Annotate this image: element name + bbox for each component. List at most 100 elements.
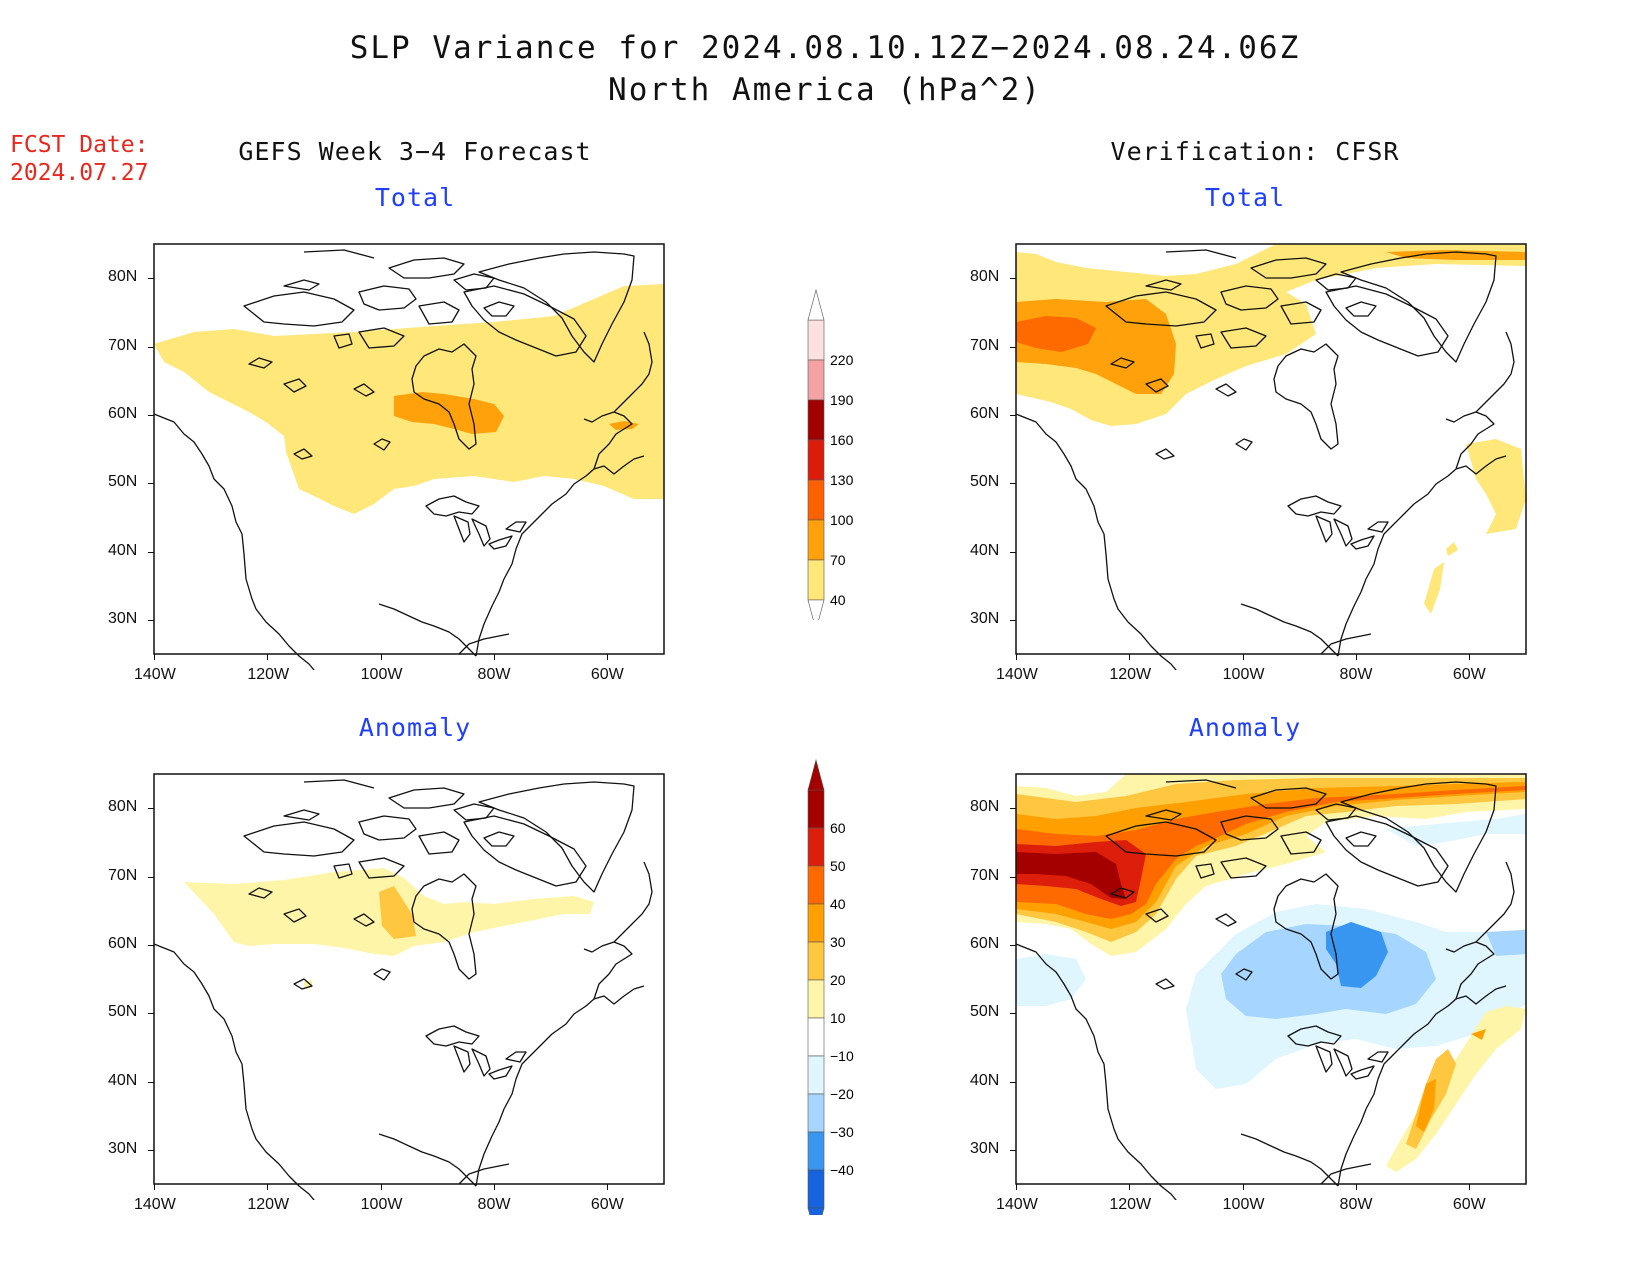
lon-tick-label: 140W	[996, 1196, 1038, 1213]
forecast-anomaly-map	[153, 773, 665, 1200]
colorbar-anomaly: 60 50 40 30 20 10 −10 −20 −30 −40	[807, 758, 854, 1215]
fcst-label: FCST Date:	[10, 132, 149, 158]
forecast-total-map	[153, 243, 665, 670]
colorbar-anomaly-label: 40	[830, 896, 846, 912]
lat-tick-label: 40N	[970, 541, 1000, 559]
colorbar-swatch	[807, 865, 825, 905]
main-subtitle: North America (hPa^2)	[608, 72, 1042, 108]
lon-tick-label: 120W	[247, 1196, 290, 1213]
lat-tick-mark	[1010, 1081, 1016, 1083]
colorbar-total-label: 220	[830, 352, 854, 368]
colorbar-swatch	[807, 439, 825, 481]
verif-total-title: Total	[1204, 183, 1286, 212]
colorbar-swatch	[807, 1017, 825, 1057]
lon-tick-label: 100W	[360, 1196, 403, 1213]
lon-tick-label: 140W	[134, 666, 176, 683]
colorbar-anomaly-label: 50	[830, 858, 846, 874]
forecast-anomaly-title: Anomaly	[358, 713, 472, 742]
lon-tick-label: 120W	[1109, 666, 1152, 683]
lat-tick-label: 30N	[108, 1139, 138, 1157]
colorbar-bottom-triangle	[807, 1207, 825, 1215]
colorbar-top-triangle	[807, 288, 825, 321]
lon-tick-label: 140W	[134, 1196, 176, 1213]
lon-tick-label: 60W	[1452, 1196, 1486, 1213]
lon-tick-label: 60W	[1452, 666, 1486, 683]
lat-tick-label: 80N	[970, 798, 1000, 816]
lat-tick-label: 80N	[970, 268, 1000, 286]
verif-anomaly-title: Anomaly	[1188, 713, 1302, 742]
lat-tick-label: 30N	[970, 609, 1000, 627]
lon-tick-label: 140W	[996, 666, 1038, 683]
lat-tick-label: 60N	[108, 934, 138, 952]
fcst-date: 2024.07.27	[10, 160, 149, 186]
colorbar-total-label: 40	[830, 592, 846, 608]
colorbar-total-label: 130	[830, 472, 854, 488]
colorbar-anomaly-label: −40	[830, 1162, 854, 1178]
lon-tick-label: 80W	[1339, 1196, 1373, 1213]
anomaly-fill-above-60	[1016, 852, 1126, 899]
colorbar-total-label: 100	[830, 512, 854, 528]
lat-tick-label: 60N	[970, 934, 1000, 952]
lat-tick-mark	[148, 483, 154, 485]
lon-tick-label: 100W	[360, 666, 403, 683]
lat-tick-label: 40N	[108, 1071, 138, 1089]
right-column-title: Verification: CFSR	[1110, 137, 1400, 166]
lat-tick-mark	[1010, 278, 1016, 280]
lon-tick-mark	[1242, 654, 1244, 660]
colorbar-swatch	[807, 1131, 825, 1171]
lon-tick-mark	[1242, 1184, 1244, 1190]
main-title: SLP Variance for 2024.08.10.12Z−2024.08.…	[349, 30, 1301, 66]
lon-tick-mark	[154, 654, 155, 660]
lon-tick-label: 100W	[1222, 1196, 1265, 1213]
lat-tick-mark	[1010, 414, 1016, 416]
colorbar-swatch	[807, 941, 825, 981]
anomaly-fill-40-50	[1016, 786, 1526, 919]
lon-tick-mark	[154, 1184, 155, 1190]
colorbar-anomaly-label: 20	[830, 972, 846, 988]
lat-tick-label: 70N	[108, 336, 138, 354]
lon-tick-mark	[380, 654, 382, 660]
left-column-title: GEFS Week 3−4 Forecast	[238, 137, 592, 166]
lat-tick-label: 50N	[970, 1003, 1000, 1021]
lat-tick-mark	[148, 278, 154, 280]
lat-tick-mark	[1010, 944, 1016, 946]
colorbar-total-label: 160	[830, 432, 854, 448]
colorbar-anomaly-label: 60	[830, 820, 846, 836]
lat-tick-label: 70N	[970, 866, 1000, 884]
lat-tick-mark	[148, 414, 154, 416]
lon-tick-label: 80W	[477, 1196, 511, 1213]
lat-tick-label: 30N	[108, 609, 138, 627]
lon-tick-label: 80W	[1339, 666, 1373, 683]
anomaly-fill-minus30-minus40	[1326, 922, 1388, 988]
lon-tick-mark	[607, 654, 609, 660]
lat-tick-label: 50N	[108, 473, 138, 491]
lat-tick-mark	[1010, 619, 1016, 621]
lat-tick-mark	[1010, 346, 1016, 348]
colorbar-swatch	[807, 559, 825, 601]
lat-tick-mark	[148, 346, 154, 348]
lat-tick-mark	[148, 944, 154, 946]
lat-tick-mark	[1010, 808, 1016, 810]
lat-tick-mark	[148, 876, 154, 878]
lat-tick-mark	[1010, 876, 1016, 878]
anomaly-fill-20-30	[379, 886, 416, 939]
lat-tick-mark	[1010, 483, 1016, 485]
lat-tick-label: 70N	[970, 336, 1000, 354]
lat-tick-mark	[148, 619, 154, 621]
verif-total-map	[1015, 243, 1527, 670]
colorbar-swatch	[807, 399, 825, 441]
lat-tick-label: 40N	[970, 1071, 1000, 1089]
lat-tick-mark	[148, 551, 154, 553]
lon-tick-mark	[1016, 1184, 1017, 1190]
verif-anomaly-map	[1015, 773, 1527, 1200]
lon-tick-mark	[267, 654, 269, 660]
lon-tick-mark	[1469, 654, 1471, 660]
lat-tick-mark	[148, 1149, 154, 1151]
colorbar-swatch	[807, 1169, 825, 1209]
lon-tick-label: 120W	[247, 666, 290, 683]
lat-tick-label: 30N	[970, 1139, 1000, 1157]
forecast-total-title: Total	[374, 183, 456, 212]
lon-tick-label: 60W	[590, 1196, 624, 1213]
lon-tick-label: 100W	[1222, 666, 1265, 683]
lon-tick-mark	[1129, 654, 1131, 660]
